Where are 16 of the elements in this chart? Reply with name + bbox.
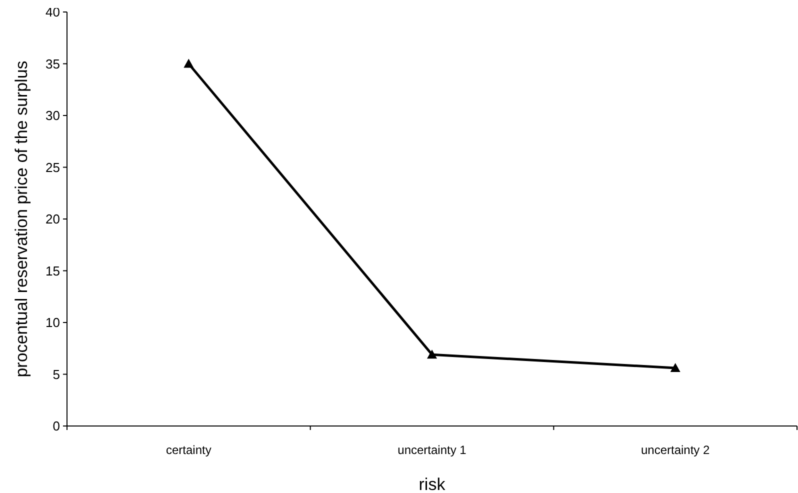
x-tick-label: uncertainty 1 xyxy=(398,443,467,457)
x-tick-label: uncertainty 2 xyxy=(640,443,710,457)
y-tick-label: 15 xyxy=(46,263,60,278)
y-tick-label: 25 xyxy=(46,160,60,175)
x-axis-title: risk xyxy=(418,475,446,493)
y-tick-label: 10 xyxy=(46,315,60,330)
y-tick-label: 35 xyxy=(46,56,60,72)
y-tick-label: 20 xyxy=(46,212,60,227)
y-axis-title: procentual reservation price of the surplus xyxy=(12,60,31,378)
point xyxy=(427,350,437,359)
x-tick-label: certainty xyxy=(166,443,212,457)
point xyxy=(184,58,194,68)
y-tick-label: 30 xyxy=(46,108,60,124)
y-tick-label: 0 xyxy=(52,418,60,434)
y-tick-label: 5 xyxy=(52,366,60,382)
point xyxy=(670,363,680,372)
